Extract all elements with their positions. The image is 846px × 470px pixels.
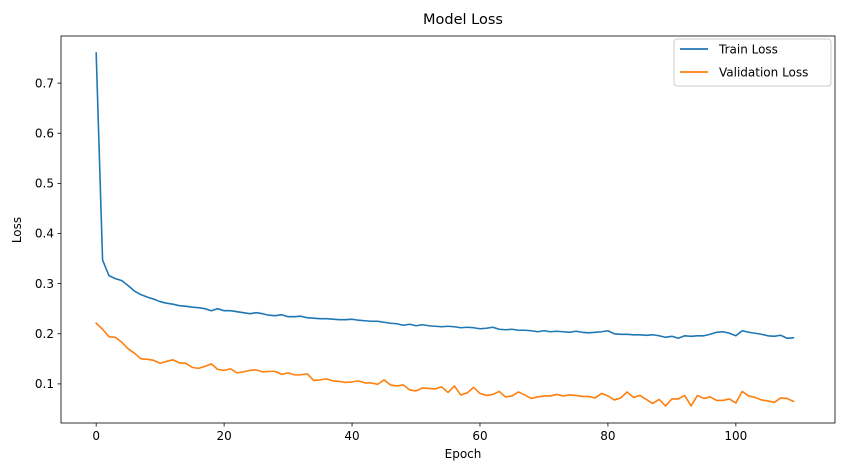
y-tick-label: 0.2 [35,327,54,341]
x-tick-label: 0 [92,429,100,443]
legend: Train Loss Validation Loss [673,38,832,87]
y-tick-label: 0.7 [35,76,54,90]
chart-title: Model Loss [423,12,503,28]
series-line-train-loss [95,52,795,340]
x-tick-label: 80 [600,429,615,443]
x-axis-label: Epoch [445,447,482,461]
y-tick-label: 0.1 [35,377,54,391]
x-tick-label: 40 [344,429,359,443]
y-tick-label: 0.4 [35,227,54,241]
y-tick-label: 0.5 [35,177,54,191]
plot-frame [60,35,836,424]
x-tick-label: 20 [216,429,231,443]
legend-box [673,38,832,87]
y-tick-label: 0.6 [35,126,54,140]
legend-label-train-loss: Train Loss [718,43,778,57]
legend-label-validation-loss: Validation Loss [719,66,808,80]
y-tick-label: 0.3 [35,277,54,291]
x-tick-label: 100 [724,429,747,443]
series-line-validation-loss [95,322,795,407]
x-tick-label: 60 [472,429,487,443]
y-axis-label: Loss [10,217,24,243]
plot-area: 0 20 40 60 80 100 0.1 0.2 0.3 0.4 0.5 0.6 0.7 [35,52,795,443]
